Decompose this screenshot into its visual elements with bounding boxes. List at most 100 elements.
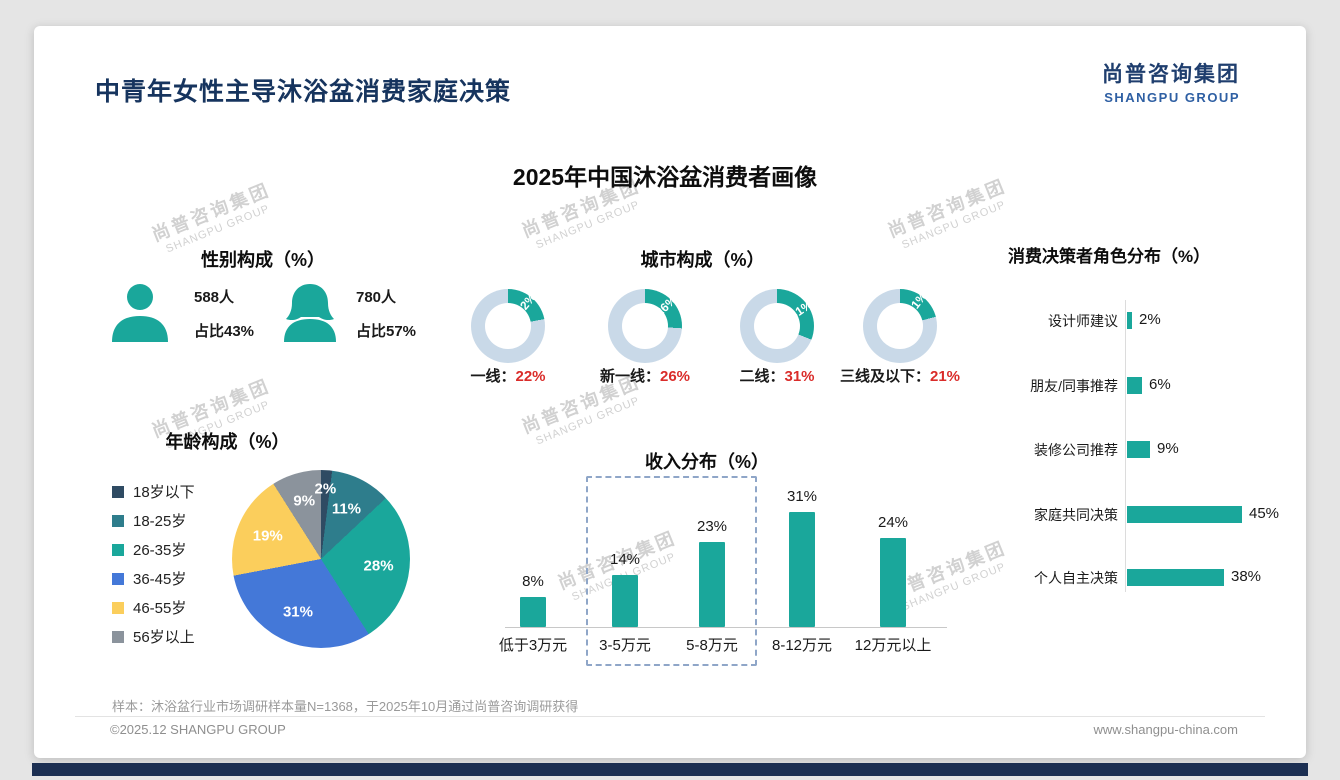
male-stats: 588人 占比43% bbox=[194, 286, 254, 341]
decision-category-label: 装修公司推荐 bbox=[1034, 442, 1118, 458]
decision-bar bbox=[1127, 312, 1132, 329]
female-icon bbox=[278, 280, 342, 352]
income-bar bbox=[699, 542, 725, 627]
male-share: 占比43% bbox=[194, 323, 255, 340]
age-legend-item: 46-55岁 bbox=[112, 593, 232, 622]
city-donut-caption: 一线：22% bbox=[433, 365, 583, 386]
decision-category-label: 设计师建议 bbox=[1048, 313, 1118, 329]
footer-divider bbox=[75, 716, 1265, 717]
age-slice-label: 11% bbox=[331, 500, 362, 518]
website-text: www.shangpu-china.com bbox=[1093, 722, 1238, 737]
age-legend-item: 26-35岁 bbox=[112, 535, 232, 564]
age-slice-label: 19% bbox=[252, 527, 283, 545]
city-value-label: 22% bbox=[515, 368, 546, 385]
city-donut-caption: 二线：31% bbox=[702, 365, 852, 386]
female-count: 780人 bbox=[356, 289, 397, 306]
decision-value-label: 2% bbox=[1139, 311, 1161, 328]
income-axis-line bbox=[505, 627, 947, 628]
female-stats: 780人 占比57% bbox=[356, 286, 416, 341]
legend-label: 56岁以上 bbox=[133, 629, 195, 646]
female-share: 占比57% bbox=[356, 323, 417, 340]
male-count: 588人 bbox=[194, 289, 235, 306]
decision-chart: 设计师建议 2% 朋友/同事推荐 6% 装修公司推荐 9% 家庭共同决策 45% 个人自主决策 3… bbox=[1000, 296, 1330, 606]
bottom-accent-bar bbox=[32, 763, 1308, 776]
income-chart: 8% 低于3万元 14% 3-5万元 23% 5-8万元 31% 8-12万元 24% 12万元以… bbox=[495, 468, 955, 673]
legend-label: 18岁以下 bbox=[133, 484, 195, 501]
income-bar bbox=[789, 512, 815, 627]
city-section-title: 城市构成（%） bbox=[640, 250, 765, 270]
city-category-label: 二线： bbox=[739, 368, 785, 385]
age-pie: 2% 11% 28% 31% 19% 9% bbox=[232, 470, 410, 648]
age-section-title: 年龄构成（%） bbox=[165, 432, 290, 452]
page-title: 中青年女性主导沐浴盆消费家庭决策 bbox=[95, 78, 512, 106]
legend-swatch bbox=[112, 485, 124, 498]
decision-bar bbox=[1127, 569, 1224, 586]
city-donut-4: 21% bbox=[863, 289, 937, 363]
decision-value-label: 38% bbox=[1231, 568, 1262, 585]
donut-hole bbox=[485, 303, 531, 349]
sample-note: 样本：沐浴盆行业市场调研样本量N=1368，于2025年10月通过尚普咨询调研获… bbox=[112, 699, 579, 714]
city-donut-caption: 新一线：26% bbox=[570, 365, 720, 386]
age-slice-label: 9% bbox=[293, 492, 316, 510]
decision-axis-line bbox=[1125, 300, 1126, 592]
decision-bar bbox=[1127, 441, 1150, 458]
decision-category-label: 个人自主决策 bbox=[1034, 570, 1118, 586]
chart-main-title: 2025年中国沐浴盆消费者画像 bbox=[512, 164, 818, 190]
donut-hole bbox=[622, 303, 668, 349]
slide-card bbox=[34, 26, 1306, 758]
legend-label: 46-55岁 bbox=[133, 600, 187, 617]
decision-section-title: 消费决策者角色分布（%） bbox=[1008, 247, 1211, 266]
decision-bar bbox=[1127, 506, 1242, 523]
income-value-label: 31% bbox=[786, 488, 818, 505]
age-slice-label: 28% bbox=[363, 557, 394, 575]
legend-swatch bbox=[112, 572, 124, 585]
city-donut-1: 22% bbox=[471, 289, 545, 363]
income-category-label: 3-5万元 bbox=[599, 637, 651, 654]
donut-hole bbox=[877, 303, 923, 349]
legend-swatch bbox=[112, 601, 124, 614]
city-donut-3: 31% bbox=[740, 289, 814, 363]
city-chart: 22% 一线：22% 26% 新一线：26% 31% 二线：31% 21% 三线及以下：21% bbox=[440, 289, 980, 404]
legend-swatch bbox=[112, 630, 124, 643]
decision-category-label: 家庭共同决策 bbox=[1034, 507, 1118, 523]
logo-text-en: SHANGPU GROUP bbox=[1104, 90, 1240, 105]
legend-swatch bbox=[112, 514, 124, 527]
copyright-text: ©2025.12 SHANGPU GROUP bbox=[110, 722, 286, 737]
city-donut-caption: 三线及以下：21% bbox=[825, 365, 975, 386]
legend-label: 18-25岁 bbox=[133, 513, 187, 530]
income-category-label: 12万元以上 bbox=[854, 637, 932, 654]
age-legend-item: 36-45岁 bbox=[112, 564, 232, 593]
income-bar bbox=[880, 538, 906, 627]
age-slice-label: 2% bbox=[314, 480, 337, 498]
city-category-label: 新一线： bbox=[599, 368, 660, 385]
decision-category-label: 朋友/同事推荐 bbox=[1030, 378, 1118, 394]
donut-hole bbox=[754, 303, 800, 349]
legend-label: 36-45岁 bbox=[133, 571, 187, 588]
highlight-box bbox=[586, 476, 757, 666]
age-legend-item: 56岁以上 bbox=[112, 622, 232, 651]
decision-value-label: 9% bbox=[1157, 440, 1179, 457]
decision-value-label: 6% bbox=[1149, 376, 1171, 393]
age-legend-item: 18岁以下 bbox=[112, 477, 232, 506]
city-value-label: 26% bbox=[659, 368, 691, 385]
income-value-label: 23% bbox=[696, 518, 728, 535]
income-section-title: 收入分布（%） bbox=[644, 452, 769, 472]
gender-section-title: 性别构成（%） bbox=[200, 250, 325, 270]
city-value-label: 31% bbox=[784, 368, 815, 385]
decision-value-label: 45% bbox=[1249, 505, 1280, 522]
legend-label: 26-35岁 bbox=[133, 542, 187, 559]
income-category-label: 5-8万元 bbox=[686, 637, 738, 654]
income-value-label: 8% bbox=[522, 573, 544, 590]
income-bar bbox=[612, 575, 638, 627]
age-legend-item: 18-25岁 bbox=[112, 506, 232, 535]
age-legend: 18岁以下 18-25岁 26-35岁 36-45岁 46-55岁 56岁以上 bbox=[112, 477, 232, 657]
age-slice-label: 31% bbox=[282, 603, 313, 621]
income-value-label: 14% bbox=[609, 551, 641, 568]
income-category-label: 低于3万元 bbox=[498, 637, 568, 654]
decision-bar bbox=[1127, 377, 1142, 394]
city-category-label: 三线及以下： bbox=[839, 368, 930, 385]
income-value-label: 24% bbox=[877, 514, 909, 531]
male-icon bbox=[108, 280, 172, 352]
legend-swatch bbox=[112, 543, 124, 556]
